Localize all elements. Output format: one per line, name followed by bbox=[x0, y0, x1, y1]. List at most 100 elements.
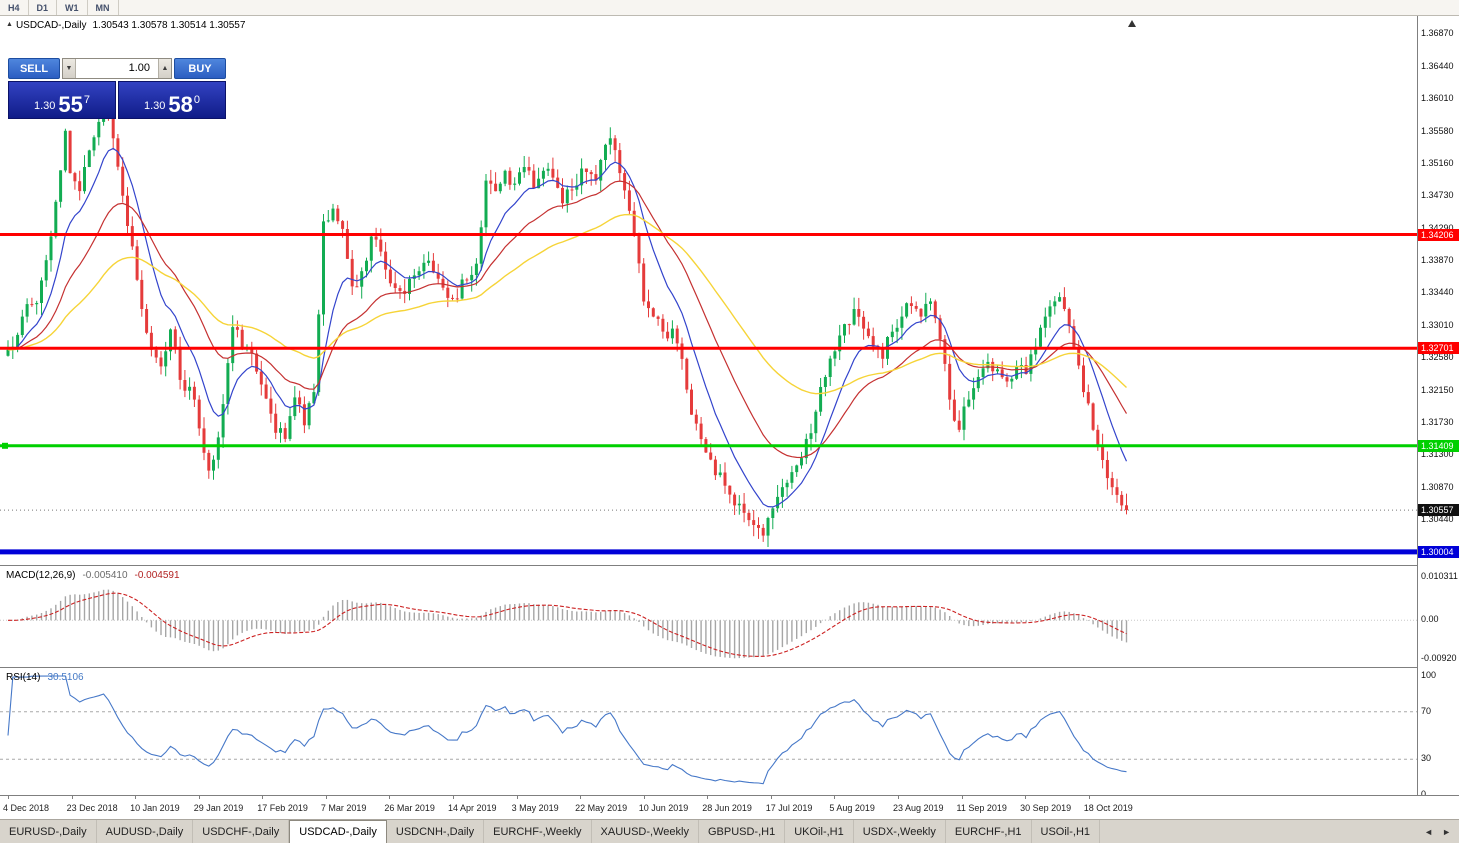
chart-symbol: USDCAD-,Daily bbox=[15, 20, 87, 31]
chart-tab-xauusd-weekly[interactable]: XAUUSD-,Weekly bbox=[592, 820, 699, 843]
macd-panel[interactable]: MACD(12,26,9) -0.005410 -0.004591 bbox=[0, 565, 1417, 667]
date-tick bbox=[71, 796, 73, 799]
chart-tab-eurchf-weekly[interactable]: EURCHF-,Weekly bbox=[484, 820, 592, 843]
price-axis-label: 1.30440 bbox=[1421, 513, 1454, 524]
macd-axis-label: -0.00920 bbox=[1421, 653, 1457, 664]
macd-axis-label: 0.00 bbox=[1421, 614, 1439, 625]
chart-tab-usdx-weekly[interactable]: USDX-,Weekly bbox=[854, 820, 946, 843]
buy-price-big: 58 bbox=[168, 92, 193, 117]
sell-button[interactable]: SELL bbox=[8, 58, 60, 79]
chart-ohlc-values: 1.30543 1.30578 1.30514 1.30557 bbox=[92, 20, 246, 31]
volume-box: ▼ 1.00 ▲ bbox=[62, 58, 172, 79]
rsi-axis-label: 100 bbox=[1421, 669, 1437, 680]
chart-tab-ukoil-h1[interactable]: UKOil-,H1 bbox=[785, 820, 854, 843]
timeframe-button-w1[interactable]: W1 bbox=[57, 0, 88, 15]
date-tick bbox=[325, 796, 327, 799]
one-click-trading-panel: SELL ▼ 1.00 ▲ BUY 1.30 55 7 1.30 58 0 bbox=[8, 58, 226, 119]
hline-price-tag: 1.34206 bbox=[1418, 228, 1459, 241]
date-axis-label: 23 Dec 2018 bbox=[66, 803, 118, 813]
chart-tab-gbpusd-h1[interactable]: GBPUSD-,H1 bbox=[699, 820, 786, 843]
hline-price-tag: 1.32701 bbox=[1418, 342, 1459, 355]
date-tick bbox=[135, 796, 137, 799]
sell-price-big: 55 bbox=[58, 92, 83, 117]
price-axis-label: 1.33010 bbox=[1421, 319, 1454, 330]
date-axis-label: 26 Mar 2019 bbox=[384, 803, 435, 813]
rsi-panel[interactable]: RSI(14) 30.5106 bbox=[0, 667, 1417, 795]
price-axis-label: 1.31300 bbox=[1421, 449, 1454, 459]
chart-tab-usdcad-daily[interactable]: USDCAD-,Daily bbox=[289, 820, 387, 843]
price-axis-label: 1.36440 bbox=[1421, 60, 1454, 71]
date-tick bbox=[643, 796, 645, 799]
volume-decrease-button[interactable]: ▼ bbox=[63, 59, 76, 78]
date-tick bbox=[453, 796, 454, 799]
rsi-chart[interactable] bbox=[0, 669, 1417, 795]
chart-tab-usdcnh-daily[interactable]: USDCNH-,Daily bbox=[387, 820, 485, 843]
date-axis-label: 14 Apr 2019 bbox=[448, 803, 497, 813]
price-axis-label: 1.31730 bbox=[1421, 416, 1454, 427]
hline-price-tag: 1.30004 bbox=[1418, 545, 1459, 558]
sell-price-prefix: 1.30 bbox=[33, 100, 56, 112]
price-axis-label: 1.30870 bbox=[1421, 481, 1454, 492]
date-tick bbox=[198, 796, 200, 799]
date-axis-label: 10 Jan 2019 bbox=[130, 803, 180, 813]
date-axis-label: 30 Sep 2019 bbox=[1020, 803, 1072, 813]
collapse-marker-icon: ▲ bbox=[6, 21, 13, 28]
date-axis-label: 23 Aug 2019 bbox=[893, 803, 944, 813]
price-axis-label: 1.36010 bbox=[1421, 93, 1454, 104]
date-tick bbox=[1088, 796, 1090, 799]
timeframe-button-d1[interactable]: D1 bbox=[29, 0, 58, 15]
macd-signal-value: -0.004591 bbox=[134, 570, 180, 581]
timeframe-toolbar: H4 D1 W1 MN bbox=[0, 0, 1459, 16]
volume-input[interactable]: 1.00 bbox=[128, 62, 150, 74]
rsi-axis-label: 70 bbox=[1421, 705, 1432, 716]
date-axis-label: 4 Dec 2018 bbox=[3, 803, 50, 813]
chart-tab-bar: EURUSD-,Daily AUDUSD-,Daily USDCHF-,Daily U… bbox=[0, 819, 1459, 843]
date-tick bbox=[580, 796, 582, 799]
chart-tab-usoil-h1[interactable]: USOil-,H1 bbox=[1032, 820, 1101, 843]
current-price-tag: 1.30557 bbox=[1418, 504, 1459, 517]
date-axis-label: 7 Mar 2019 bbox=[320, 803, 367, 813]
buy-price-display[interactable]: 1.30 58 0 bbox=[118, 81, 226, 119]
date-axis-label: 29 Jan 2019 bbox=[193, 803, 244, 813]
date-axis-label: 17 Feb 2019 bbox=[257, 803, 308, 813]
chart-tab-audusd-daily[interactable]: AUDUSD-,Daily bbox=[97, 820, 194, 843]
date-axis-label: 3 May 2019 bbox=[511, 803, 559, 813]
date-axis-label: 11 Sep 2019 bbox=[956, 803, 1007, 813]
price-axis-label: 1.36870 bbox=[1421, 28, 1454, 39]
price-axis-label: 1.32150 bbox=[1421, 384, 1454, 395]
timeframe-button-h4[interactable]: H4 bbox=[0, 0, 29, 15]
date-axis-label: 17 Jul 2019 bbox=[765, 803, 813, 813]
volume-increase-button[interactable]: ▲ bbox=[158, 59, 171, 78]
date-axis[interactable]: 4 Dec 2018 23 Dec 2018 10 Jan 2019 29 Jan 2… bbox=[0, 795, 1459, 819]
date-tick bbox=[770, 796, 772, 799]
chart-tab-eurusd-daily[interactable]: EURUSD-,Daily bbox=[0, 820, 97, 843]
rsi-name: RSI(14) bbox=[6, 672, 41, 683]
hline-price-tag: 1.31409 bbox=[1418, 439, 1459, 452]
date-tick bbox=[961, 796, 963, 799]
chart-tab-usdchf-daily[interactable]: USDCHF-,Daily bbox=[193, 820, 290, 843]
candlestick-chart[interactable] bbox=[0, 16, 1417, 565]
macd-chart[interactable] bbox=[0, 567, 1417, 667]
price-axis-label: 1.32580 bbox=[1421, 352, 1454, 363]
price-axis-label: 1.34730 bbox=[1421, 190, 1454, 200]
date-tick bbox=[707, 796, 709, 799]
date-axis-label: 10 Jun 2019 bbox=[638, 803, 689, 813]
buy-button[interactable]: BUY bbox=[174, 58, 226, 79]
price-axis-label: 1.35580 bbox=[1421, 125, 1454, 136]
date-axis-label: 22 May 2019 bbox=[575, 803, 628, 813]
tab-scroll-right-icon[interactable]: ► bbox=[1442, 826, 1451, 837]
rsi-value: 30.5106 bbox=[47, 672, 84, 683]
date-axis-label: 5 Aug 2019 bbox=[829, 803, 875, 813]
sell-price-display[interactable]: 1.30 55 7 bbox=[8, 81, 116, 119]
price-chart-panel[interactable]: ▲ USDCAD-,Daily 1.30543 1.30578 1.30514 1.… bbox=[0, 16, 1417, 565]
sell-price-sup: 7 bbox=[83, 94, 91, 106]
macd-main-value: -0.005410 bbox=[82, 570, 128, 581]
tab-scroll-left-icon[interactable]: ◄ bbox=[1424, 826, 1434, 837]
date-tick bbox=[1025, 796, 1027, 799]
timeframe-button-mn[interactable]: MN bbox=[88, 0, 119, 15]
date-tick bbox=[8, 796, 9, 799]
date-axis-label: 18 Oct 2019 bbox=[1083, 803, 1133, 813]
chart-tab-eurchf-h1[interactable]: EURCHF-,H1 bbox=[946, 820, 1032, 843]
price-axis[interactable]: 1.36870 1.36440 1.36010 1.35580 1.35160 1.347… bbox=[1417, 16, 1459, 799]
price-axis-label: 1.34290 bbox=[1421, 223, 1454, 234]
